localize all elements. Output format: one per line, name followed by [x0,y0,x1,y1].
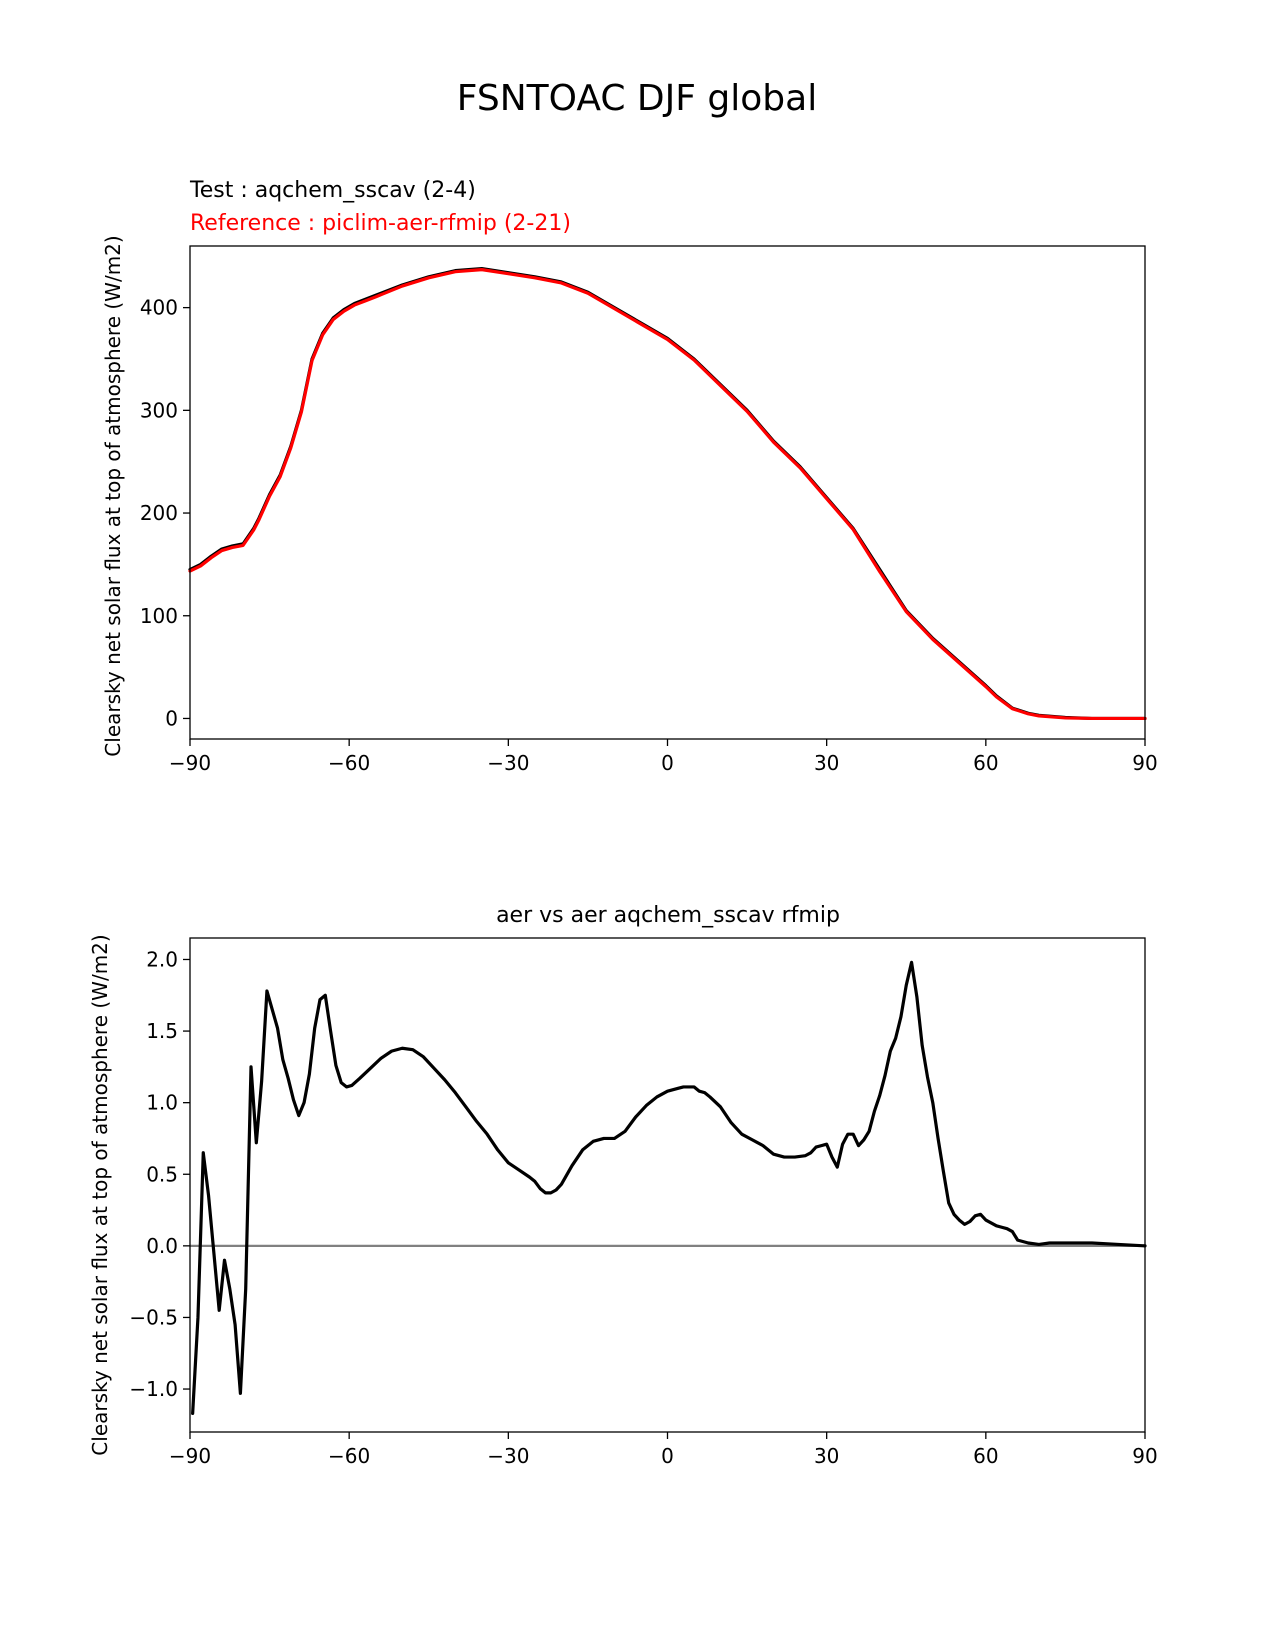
x-tick-label-bottom: −30 [487,1444,529,1468]
x-tick-label-top: 60 [973,751,998,775]
x-tick-label-bottom: 30 [814,1444,839,1468]
y-tick-label-top: 0 [165,706,178,730]
y-tick-label-bottom: 1.5 [146,1019,178,1043]
y-tick-label-bottom: −0.5 [129,1305,178,1329]
x-tick-label-top: 30 [814,751,839,775]
x-tick-label-bottom: −60 [328,1444,370,1468]
x-tick-label-top: −60 [328,751,370,775]
x-tick-label-top: 0 [661,751,674,775]
reference-title: Reference : piclim-aer-rfmip (2-21) [190,211,571,236]
x-tick-label-bottom: 90 [1132,1444,1157,1468]
x-tick-label-top: 90 [1132,751,1157,775]
x-tick-label-bottom: −90 [169,1444,211,1468]
x-tick-label-bottom: 0 [661,1444,674,1468]
plot-frame-bottom [189,937,1146,1433]
y-tick-label-top: 200 [140,501,178,525]
y-tick-label-bottom: 1.0 [146,1091,178,1115]
test-title: Test : aqchem_sscav (2-4) [189,178,476,203]
y-tick-label-bottom: 0.5 [146,1162,178,1186]
x-tick-label-bottom: 60 [973,1444,998,1468]
difference-title: aer vs aer aqchem_sscav rfmip [496,903,840,928]
x-tick-label-top: −30 [487,751,529,775]
chart-top: Test : aqchem_sscav (2-4) Reference : pi… [101,178,1158,775]
series-line-top-0 [188,267,1147,721]
series-line-top-1 [188,268,1147,721]
plot-area-top: −90 −60 −30 0 30 60 90 0 100 200 300 400 [140,245,1158,775]
y-tick-label-bottom: 2.0 [146,947,178,971]
y-axis-label-top: Clearsky net solar flux at top of atmosp… [101,235,125,756]
y-tick-label-bottom: −1.0 [129,1377,178,1401]
page-title: FSNTOAC DJF global [457,78,817,119]
y-tick-label-top: 300 [140,398,178,422]
x-tick-label-top: −90 [169,751,211,775]
y-tick-label-top: 100 [140,604,178,628]
y-tick-label-top: 400 [140,296,178,320]
y-tick-label-bottom: 0.0 [146,1234,178,1258]
y-axis-label-bottom: Clearsky net solar flux at top of atmosp… [88,934,112,1455]
series-line-bottom-0 [191,960,1147,1415]
chart-bottom: aer vs aer aqchem_sscav rfmip Clearsky n… [88,903,1158,1468]
plot-area-bottom: −90 −60 −30 0 30 60 90 −1.0 −0.5 0.0 0.5 1.0 1.5 2.0 [129,937,1158,1468]
